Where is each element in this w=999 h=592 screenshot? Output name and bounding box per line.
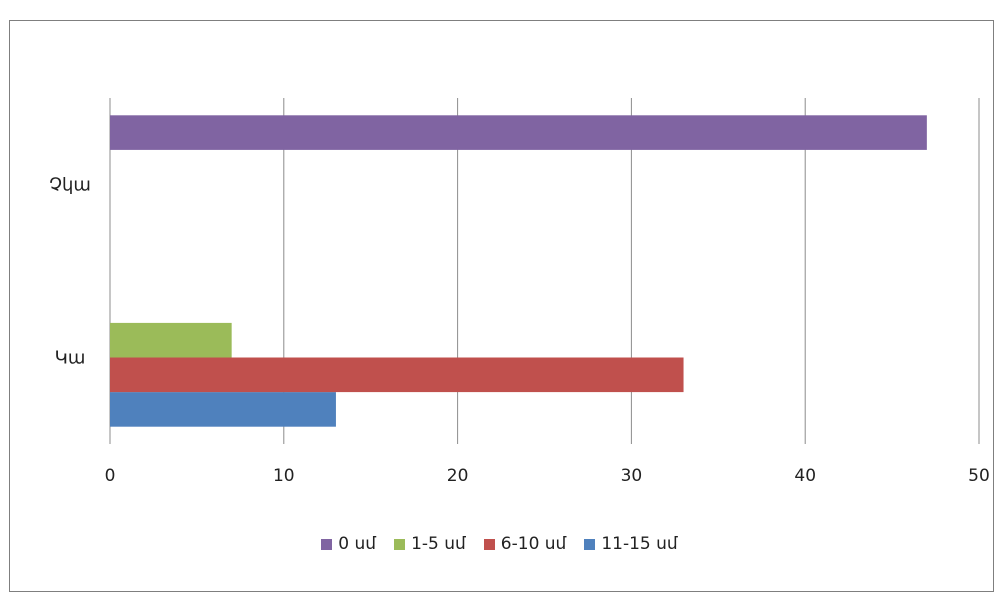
x-tick-label: 30 [621, 466, 643, 486]
legend-swatch [321, 538, 333, 550]
x-axis-ticks: 0 10 20 30 40 50 [105, 466, 990, 486]
bar [110, 115, 927, 150]
category-label: Կա [55, 348, 86, 369]
legend-item: 0 սմ [321, 534, 376, 554]
legend-swatch [584, 538, 596, 550]
legend-label: 6-10 սմ [500, 534, 567, 554]
legend-swatch [394, 538, 406, 550]
bars [110, 115, 927, 427]
legend-item: 6-10 սմ [483, 534, 567, 554]
bar [110, 357, 684, 393]
legend-item: 1-5 սմ [394, 534, 466, 554]
x-tick-label: 40 [794, 466, 816, 486]
legend: 0 սմ 1-5 սմ 6-10 սմ 11-15 սմ [0, 532, 999, 556]
legend-swatch [483, 538, 495, 550]
x-tick-label: 0 [105, 466, 116, 486]
category-label: Չկա [49, 175, 91, 196]
x-tick-label: 10 [273, 466, 295, 486]
x-tick-label: 50 [968, 466, 990, 486]
legend-item: 11-15 սմ [584, 534, 678, 554]
legend-label: 11-15 սմ [601, 534, 678, 554]
bar [110, 392, 336, 427]
x-tick-label: 20 [447, 466, 469, 486]
legend-label: 1-5 սմ [411, 534, 466, 554]
category-labels: Կա Չկա [49, 175, 91, 369]
bar-chart: Կա Չկա 0 10 20 30 40 50 [49, 98, 990, 486]
bar [110, 322, 232, 358]
legend-label: 0 սմ [338, 534, 377, 554]
